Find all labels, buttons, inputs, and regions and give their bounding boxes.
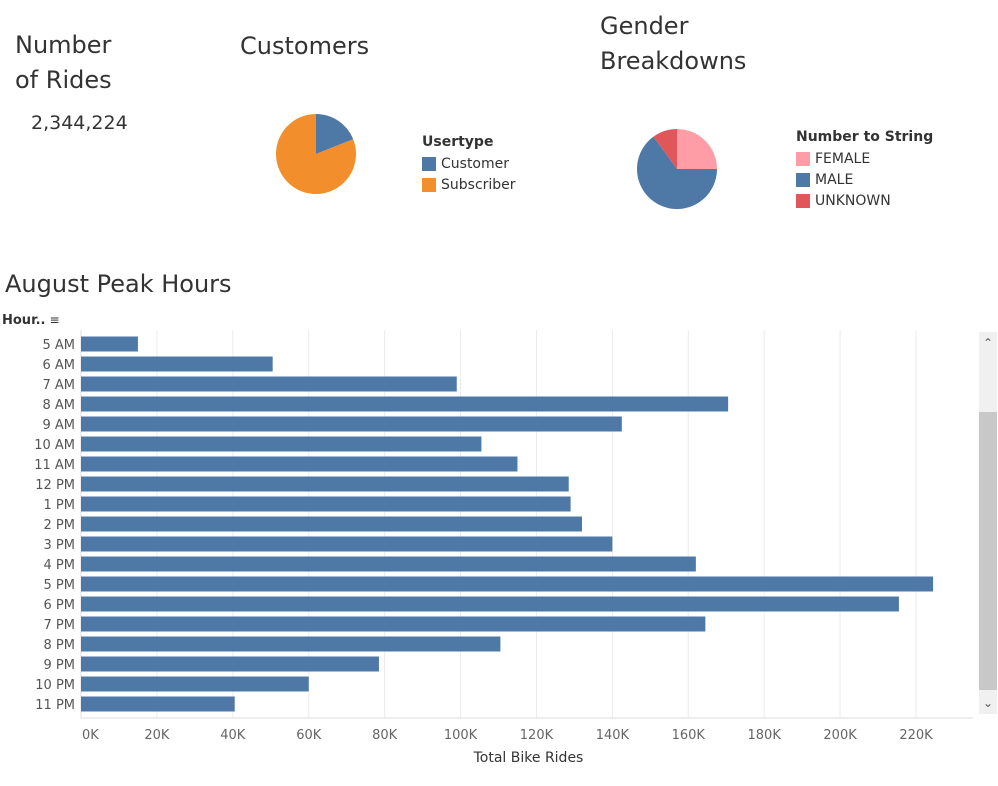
y-tick-label: 9 PM [44,658,75,673]
x-tick-label: 20K [144,728,170,743]
y-tick-label: 4 PM [44,558,75,573]
bar-6-pm[interactable] [81,596,899,612]
bar-1-pm[interactable] [81,496,571,512]
gender-slice-unknown[interactable] [653,129,677,169]
legend-label-subscriber: Subscriber [441,176,516,193]
gender-slice-female[interactable] [677,129,717,169]
y-tick-label: 10 AM [34,438,75,453]
legend-swatch-subscriber [422,177,436,192]
vertical-scrollbar[interactable]: ⌃ ⌄ [979,332,997,714]
usertype-legend-title: Usertype [422,134,494,150]
legend-swatch-male [796,172,810,187]
legend-item-subscriber[interactable]: Subscriber [422,174,516,195]
legend-label-female: FEMALE [815,150,871,167]
scroll-up-icon[interactable]: ⌃ [982,336,994,350]
bar-10-pm[interactable] [81,676,309,692]
y-tick-label: 7 AM [42,378,75,393]
bar-6-am[interactable] [81,356,273,372]
bar-8-pm[interactable] [81,636,501,652]
bar-7-pm[interactable] [81,616,706,632]
customers-slice-subscriber[interactable] [276,114,356,194]
legend-swatch-customer [422,156,436,171]
legend-item-customer[interactable]: Customer [422,153,516,174]
scroll-thumb[interactable] [979,412,997,690]
gender-legend-title: Number to String [796,129,934,145]
bar-9-am[interactable] [81,416,622,432]
x-tick-label: 40K [220,728,246,743]
y-tick-label: 10 PM [35,678,75,693]
x-tick-label: 120K [520,728,554,743]
legend-item-female[interactable]: FEMALE [796,148,933,169]
usertype-legend: Usertype Customer Subscriber [422,134,516,195]
y-tick-label: 7 PM [44,618,75,633]
bar-7-am[interactable] [81,376,457,392]
y-tick-label: 9 AM [42,418,75,433]
bar-5-am[interactable] [81,336,138,352]
kpi-value: 2,344,224 [31,112,128,134]
y-tick-label: 12 PM [35,478,75,493]
customers-title: Customers [240,32,370,60]
gender-pie-chart[interactable] [637,129,717,209]
y-tick-label: 3 PM [44,538,75,553]
x-tick-label: 0K [82,728,99,743]
bar-4-pm[interactable] [81,556,696,572]
x-tick-label: 140K [596,728,630,743]
legend-item-unknown[interactable]: UNKNOWN [796,190,933,211]
x-tick-label: 100K [444,728,478,743]
x-tick-label: 220K [899,728,933,743]
bar-8-am[interactable] [81,396,729,412]
bar-9-pm[interactable] [81,656,379,672]
bar-10-am[interactable] [81,436,482,452]
customers-pie-chart[interactable] [276,114,356,194]
y-tick-label: 6 AM [42,358,75,373]
peak-hours-title: August Peak Hours [5,270,232,298]
legend-swatch-unknown [796,193,810,208]
y-tick-label: 8 AM [42,398,75,413]
kpi-title: Number of Rides [15,31,112,94]
sort-icon[interactable]: ≡ [49,313,60,327]
gender-slice-male[interactable] [637,136,717,209]
bar-5-pm[interactable] [81,576,934,592]
y-tick-label: 1 PM [44,498,75,513]
y-tick-label: 5 AM [42,338,75,353]
y-tick-label: 11 PM [35,698,75,713]
y-tick-label: 8 PM [44,638,75,653]
bar-12-pm[interactable] [81,476,569,492]
hour-axis-header[interactable]: Hour.. ≡ [2,313,60,328]
legend-label-unknown: UNKNOWN [815,192,891,209]
legend-label-male: MALE [815,171,854,188]
hour-axis-header-label: Hour.. [2,313,46,328]
bar-2-pm[interactable] [81,516,582,532]
customers-slice-customer[interactable] [316,114,354,154]
legend-swatch-female [796,151,810,166]
y-tick-label: 2 PM [44,518,75,533]
x-tick-label: 180K [748,728,782,743]
gender-legend: Number to String FEMALE MALE UNKNOWN [796,129,933,211]
bar-11-am[interactable] [81,456,518,472]
bar-11-pm[interactable] [81,696,235,712]
gender-title: Gender Breakdowns [600,12,747,75]
x-axis-title: Total Bike Rides [473,750,584,766]
x-tick-label: 200K [823,728,857,743]
legend-label-customer: Customer [441,155,510,172]
y-tick-label: 6 PM [44,598,75,613]
bar-3-pm[interactable] [81,536,613,552]
peak-hours-bar-chart: 5 AM 6 AM 7 AM 8 AM 9 AM 10 AM 11 AM 12 PM 1 PM 2… [34,330,973,743]
y-tick-label: 11 AM [34,458,75,473]
x-tick-label: 160K [672,728,706,743]
scroll-down-icon[interactable]: ⌄ [982,696,994,710]
legend-item-male[interactable]: MALE [796,169,933,190]
x-tick-label: 80K [372,728,398,743]
y-tick-label: 5 PM [44,578,75,593]
x-tick-label: 60K [296,728,322,743]
